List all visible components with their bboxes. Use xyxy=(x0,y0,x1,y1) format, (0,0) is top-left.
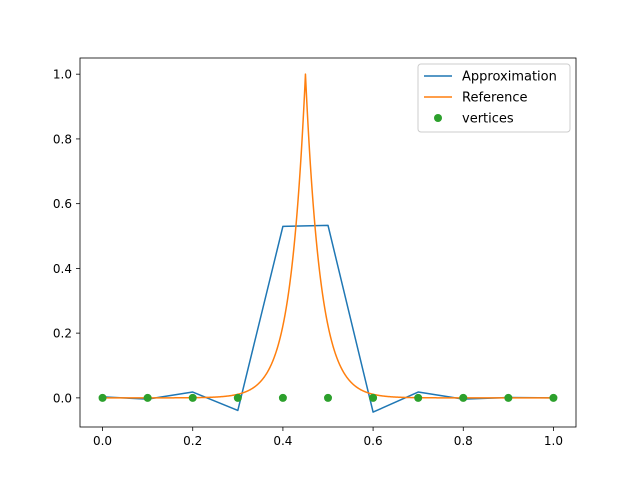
legend-label-reference: Reference xyxy=(462,91,527,106)
vertex-point xyxy=(504,393,513,402)
vertex-point xyxy=(369,393,378,402)
y-tick-label: 0.6 xyxy=(53,197,72,211)
vertex-point xyxy=(143,393,152,402)
vertex-point xyxy=(188,393,197,402)
y-tick-label: 0.8 xyxy=(53,132,72,146)
vertex-point xyxy=(233,393,242,402)
x-tick-label: 0.6 xyxy=(364,434,383,448)
y-axis-ticks: 0.0 0.2 0.4 0.6 0.8 1.0 xyxy=(53,68,80,405)
x-tick-label: 1.0 xyxy=(544,434,563,448)
plot-series xyxy=(98,73,558,413)
vertex-point xyxy=(549,393,558,402)
x-tick-label: 0.2 xyxy=(183,434,202,448)
vertex-point xyxy=(414,393,423,402)
y-tick-label: 0.2 xyxy=(53,327,72,341)
x-tick-label: 0.8 xyxy=(454,434,473,448)
legend-label-approximation: Approximation xyxy=(462,70,557,85)
legend-swatch-vertices xyxy=(434,114,442,122)
vertex-point xyxy=(278,393,287,402)
vertex-point xyxy=(459,393,468,402)
vertex-point xyxy=(324,393,332,402)
vertex-point xyxy=(98,393,107,402)
legend: Approximation Reference vertices xyxy=(417,63,571,133)
y-tick-label: 1.0 xyxy=(53,68,72,82)
plot-frame xyxy=(79,57,577,428)
legend-label-vertices: vertices xyxy=(462,112,514,127)
y-tick-label: 0.0 xyxy=(53,391,72,405)
legend-box xyxy=(417,63,571,133)
x-tick-label: 0.4 xyxy=(273,434,292,448)
series-reference-line xyxy=(102,73,554,399)
y-tick-label: 0.4 xyxy=(53,262,72,276)
x-axis-ticks: 0.0 0.2 0.4 0.6 0.8 1.0 xyxy=(93,427,563,448)
x-tick-label: 0.0 xyxy=(93,434,112,448)
